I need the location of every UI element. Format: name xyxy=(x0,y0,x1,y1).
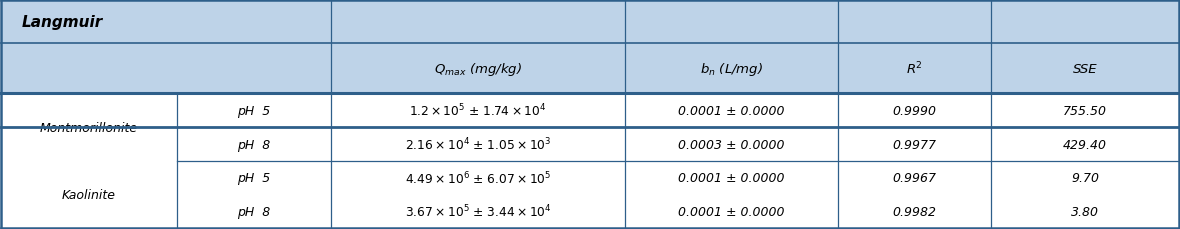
Text: $b_n$ (L/mg): $b_n$ (L/mg) xyxy=(700,60,763,77)
Text: 0.9982: 0.9982 xyxy=(892,205,936,218)
Text: $3.67\times10^{5}$ ± $3.44\times10^{4}$: $3.67\times10^{5}$ ± $3.44\times10^{4}$ xyxy=(405,203,551,220)
Text: SSE: SSE xyxy=(1073,63,1097,75)
Text: 3.80: 3.80 xyxy=(1071,205,1099,218)
Bar xyxy=(1,44,1179,94)
Text: 0.0001 ± 0.0000: 0.0001 ± 0.0000 xyxy=(678,104,785,117)
Text: Montmorillonite: Montmorillonite xyxy=(40,121,138,134)
Text: Kaolinite: Kaolinite xyxy=(63,188,116,201)
Text: 755.50: 755.50 xyxy=(1063,104,1107,117)
Text: $2.16\times10^{4}$ ± $1.05\times10^{3}$: $2.16\times10^{4}$ ± $1.05\times10^{3}$ xyxy=(405,136,551,153)
Bar xyxy=(1,94,1179,128)
Bar xyxy=(1,195,1179,228)
Text: pH  8: pH 8 xyxy=(237,138,270,151)
Bar xyxy=(1,161,177,228)
Bar xyxy=(1,94,177,161)
Text: pH  5: pH 5 xyxy=(237,172,270,184)
Text: pH  8: pH 8 xyxy=(237,205,270,218)
Text: 0.9990: 0.9990 xyxy=(892,104,936,117)
Text: 0.9977: 0.9977 xyxy=(892,138,936,151)
Text: Langmuir: Langmuir xyxy=(22,15,103,30)
Text: 9.70: 9.70 xyxy=(1071,172,1099,184)
Text: $1.2\times10^{5}$ ± $1.74\times10^{4}$: $1.2\times10^{5}$ ± $1.74\times10^{4}$ xyxy=(409,103,546,119)
Text: 0.0001 ± 0.0000: 0.0001 ± 0.0000 xyxy=(678,205,785,218)
Text: $Q_{max}$ (mg/kg): $Q_{max}$ (mg/kg) xyxy=(434,60,522,77)
Text: $4.49\times10^{6}$ ± $6.07\times10^{5}$: $4.49\times10^{6}$ ± $6.07\times10^{5}$ xyxy=(405,170,551,186)
Text: 0.0003 ± 0.0000: 0.0003 ± 0.0000 xyxy=(678,138,785,151)
Text: pH  5: pH 5 xyxy=(237,104,270,117)
Text: R$^2$: R$^2$ xyxy=(906,61,923,77)
Bar xyxy=(1,1,1179,44)
Text: 429.40: 429.40 xyxy=(1063,138,1107,151)
Text: 0.9967: 0.9967 xyxy=(892,172,936,184)
Text: 0.0001 ± 0.0000: 0.0001 ± 0.0000 xyxy=(678,172,785,184)
Bar xyxy=(1,128,1179,161)
Bar xyxy=(1,161,1179,195)
